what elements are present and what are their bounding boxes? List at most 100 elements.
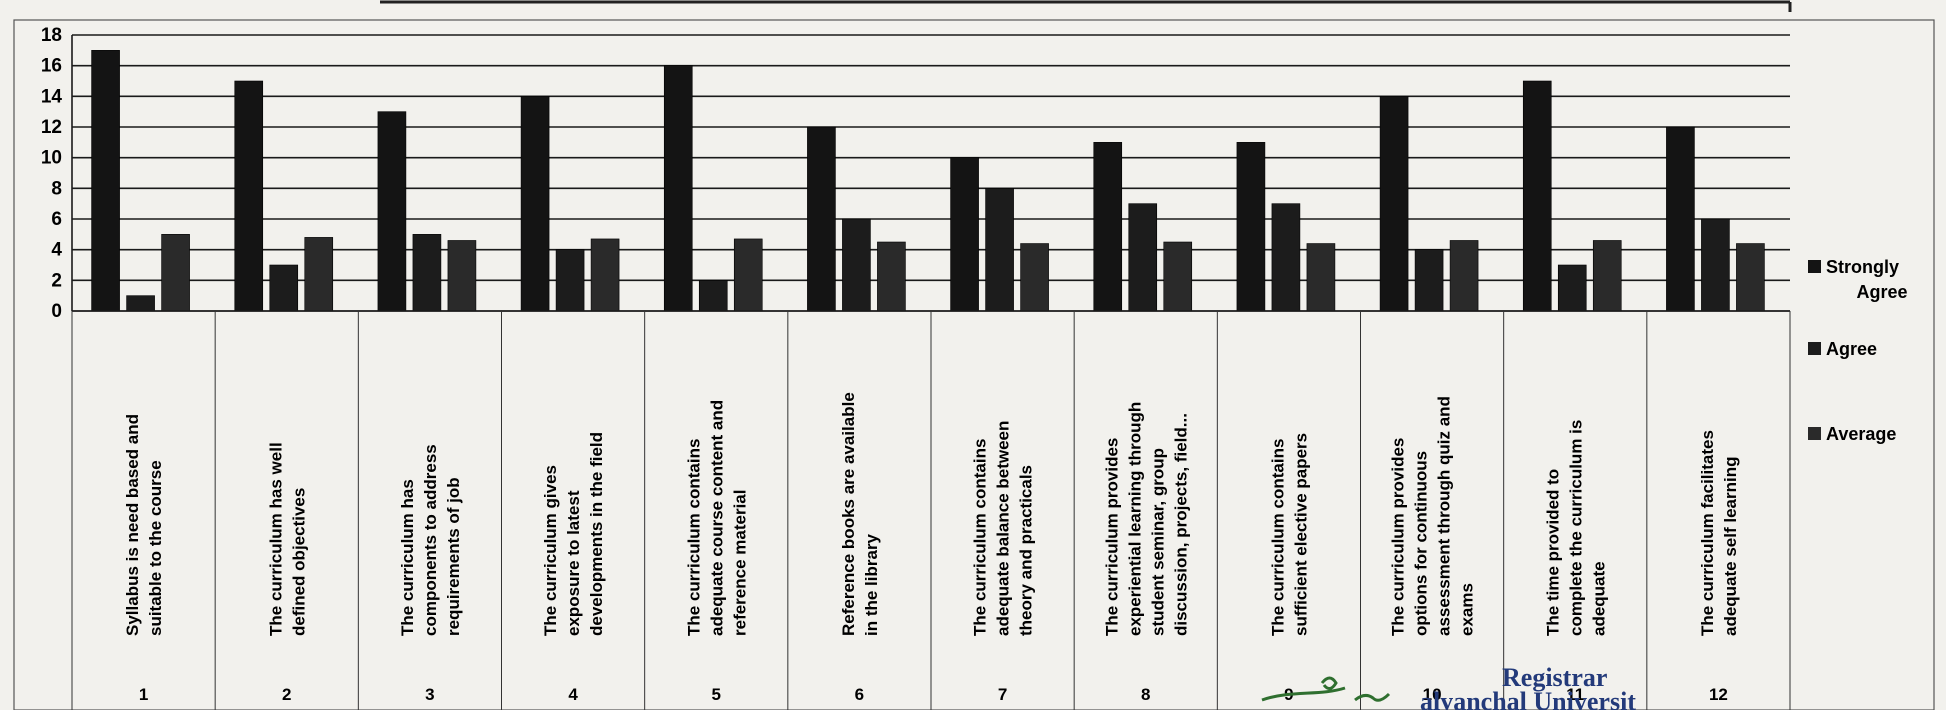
bar-agree <box>842 218 871 312</box>
bar-agree <box>555 249 585 312</box>
legend-swatch <box>1808 427 1821 440</box>
category-description-line: sufficient elective papers <box>1291 433 1310 636</box>
bar-strongly-agree <box>1522 80 1552 312</box>
category-description-line: exams <box>1458 583 1477 636</box>
y-axis: 0 2 4 6 8 10 12 14 16 18 <box>41 25 73 322</box>
chart-frame <box>13 19 1935 710</box>
category-description-line: The curriculum contains <box>1268 439 1287 636</box>
category-description-line: theory and practicals <box>1017 465 1036 636</box>
bar-agree <box>1414 249 1444 312</box>
bar-strongly-agree <box>91 50 120 312</box>
category-description: The curriculum has well defined objective… <box>266 442 308 636</box>
bars <box>91 50 1765 312</box>
legend-swatch <box>1808 342 1821 355</box>
bar-average <box>1306 243 1336 312</box>
bar-strongly-agree <box>807 126 836 312</box>
category-description-line: Reference books are available <box>839 392 858 636</box>
category-number: 5 <box>712 685 721 704</box>
bar-strongly-agree <box>377 111 407 312</box>
category-number: 10 <box>1423 685 1442 704</box>
bar-average <box>1736 243 1765 312</box>
legend-label: Agree <box>1856 282 1907 302</box>
bar-agree <box>1701 218 1730 312</box>
legend-item: Agree <box>1808 339 1877 359</box>
y-tick-label: 14 <box>41 86 63 107</box>
y-tick-label: 10 <box>41 148 62 169</box>
category-number: 1 <box>139 685 148 704</box>
signature-mark <box>1261 676 1391 702</box>
category-number: 7 <box>998 685 1007 704</box>
bar-strongly-agree <box>1379 96 1409 312</box>
category-description-line: The curriculum contains <box>684 439 703 636</box>
bar-agree <box>698 280 728 312</box>
legend-swatch <box>1808 260 1821 273</box>
legend-label: Agree <box>1826 339 1877 359</box>
category-description: The curriculum provides experiential lear… <box>1102 402 1190 636</box>
category-number: 3 <box>425 685 434 704</box>
bar-average <box>1163 241 1193 312</box>
bar-strongly-agree <box>950 157 979 312</box>
y-tick-label: 2 <box>51 270 62 291</box>
category-description: Reference books are available in the libr… <box>839 392 881 636</box>
category-description-line: suitable to the course <box>146 460 165 636</box>
bar-average <box>1449 240 1479 312</box>
category-number: 4 <box>568 685 578 704</box>
category-description: The curriculum contains adequate balance … <box>971 421 1036 636</box>
bar-strongly-agree <box>1666 126 1695 312</box>
category-description-line: adequate self learning <box>1721 457 1740 637</box>
legend-label: Strongly <box>1826 257 1899 277</box>
category-number: 8 <box>1141 685 1150 704</box>
category-description: The time provided to complete the curricu… <box>1543 420 1608 636</box>
y-tick-label: 0 <box>51 301 62 322</box>
bar-agree <box>269 264 299 312</box>
legend: Strongly Agree Agree Average <box>1808 257 1908 444</box>
category-description-line: The time provided to <box>1543 469 1562 636</box>
category-number: 2 <box>282 685 291 704</box>
category-description-line: The curriculum provides <box>1102 438 1121 636</box>
y-tick-label: 4 <box>51 240 62 261</box>
bar-agree <box>1271 203 1301 312</box>
category-description-line: options for continuous <box>1412 451 1431 636</box>
category-description: The curriculum provides options for conti… <box>1389 396 1477 636</box>
registrar-stamp: Registrar alyanchal Universit <box>1261 663 1636 710</box>
category-description-line: adequate course content and <box>707 400 726 636</box>
category-description-line: defined objectives <box>289 488 308 636</box>
bar-average <box>161 234 190 312</box>
category-description: The curriculum gives exposure to latest de… <box>541 432 606 636</box>
bar-agree <box>1557 264 1587 312</box>
category-description-line: experiential learning through <box>1125 402 1144 636</box>
category-description: The curriculum facilitates adequate self … <box>1698 430 1740 636</box>
y-tick-label: 16 <box>41 56 62 77</box>
bar-strongly-agree <box>1093 142 1123 312</box>
category-description-line: developments in the field <box>587 432 606 636</box>
category-description-line: in the library <box>862 533 881 636</box>
legend-label: Average <box>1826 424 1896 444</box>
bar-strongly-agree <box>520 96 550 312</box>
category-description: The curriculum has components to address r… <box>398 444 463 636</box>
category-description-line: The curriculum has <box>398 479 417 636</box>
bar-average <box>447 240 477 312</box>
category-description-line: The curriculum gives <box>541 465 560 636</box>
category-number: 6 <box>855 685 864 704</box>
legend-item: Average <box>1808 424 1896 444</box>
y-tick-label: 8 <box>51 178 62 199</box>
y-tick-label: 6 <box>51 209 62 230</box>
category-description-line: discussion, projects, field... <box>1171 413 1190 636</box>
bar-average <box>877 241 906 312</box>
category-description-line: assessment through quiz and <box>1435 396 1454 636</box>
bar-agree <box>985 188 1014 312</box>
category-description-line: Syllabus is need based and <box>123 414 142 636</box>
category-description-line: The curriculum contains <box>971 439 990 636</box>
category-description-line: The curriculum provides <box>1389 438 1408 636</box>
category-description: Syllabus is need based and suitable to th… <box>123 414 165 636</box>
bar-strongly-agree <box>1236 142 1266 312</box>
bar-average <box>304 237 334 312</box>
y-tick-label: 18 <box>41 25 62 46</box>
bar-agree <box>412 234 442 312</box>
category-description-line: adequate balance between <box>994 421 1013 636</box>
category-description-line: complete the curriculum is <box>1566 420 1585 636</box>
category-description-line: exposure to latest <box>564 490 583 636</box>
bar-average <box>1020 243 1049 312</box>
bar-average <box>733 238 763 312</box>
